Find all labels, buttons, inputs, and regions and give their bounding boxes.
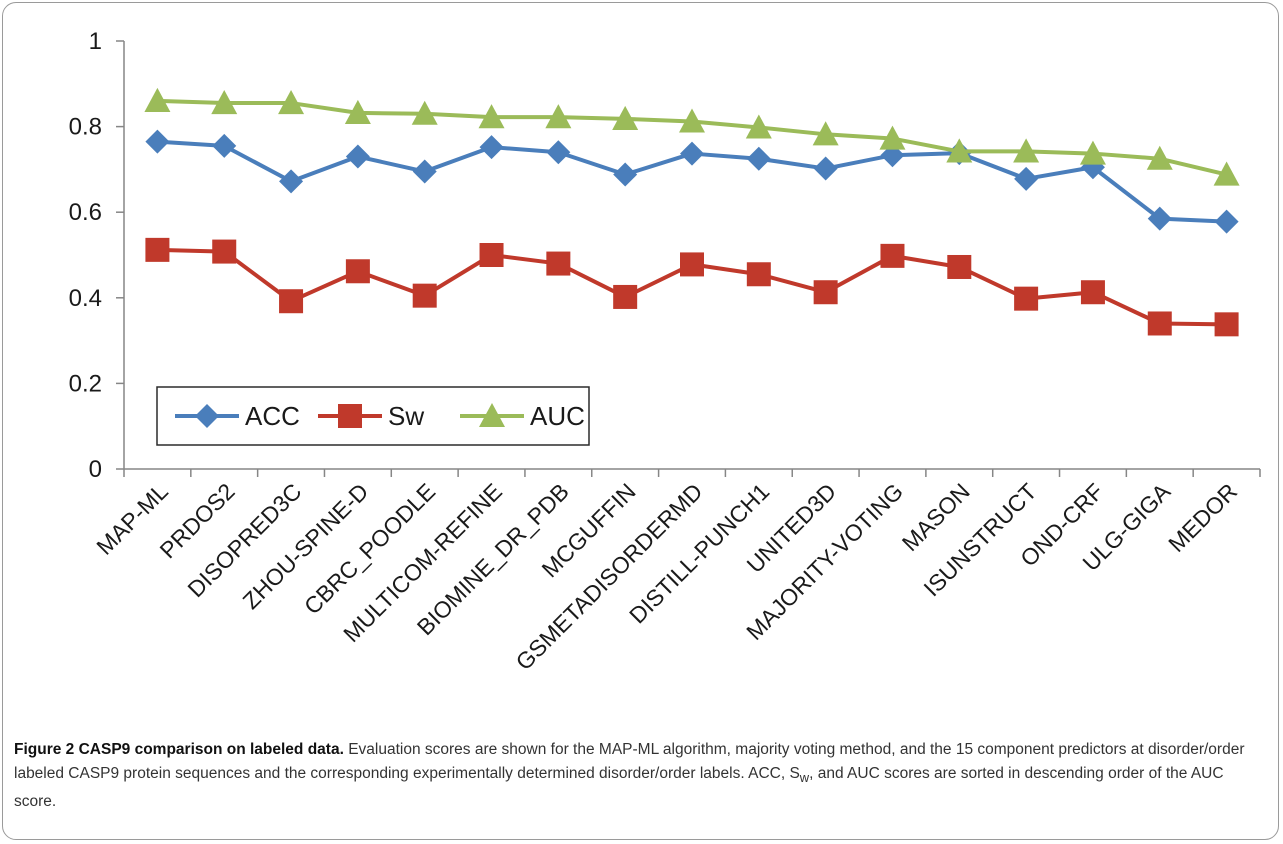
data-point-sw <box>212 239 237 264</box>
data-point-acc <box>412 159 437 184</box>
legend-label-acc: ACC <box>245 401 300 431</box>
data-point-acc <box>345 144 370 169</box>
data-point-auc <box>278 90 305 115</box>
data-point-sw <box>746 262 771 287</box>
legend-marker-sw <box>338 404 362 428</box>
data-point-sw <box>1014 286 1039 311</box>
y-tick-label: 1 <box>89 28 102 55</box>
data-point-acc <box>1014 166 1039 191</box>
data-point-acc <box>279 169 304 194</box>
data-point-acc <box>145 129 170 154</box>
data-point-acc <box>1147 206 1172 231</box>
data-point-sw <box>1080 280 1105 305</box>
data-point-acc <box>813 156 838 181</box>
series-acc <box>145 129 1239 234</box>
data-point-acc <box>613 162 638 187</box>
caption-title: Figure 2 CASP9 comparison on labeled dat… <box>14 741 344 758</box>
chart-legend: ACC Sw AUC <box>156 386 590 446</box>
y-tick-label: 0 <box>89 456 102 483</box>
y-tick-label: 0.6 <box>69 199 102 226</box>
data-point-auc <box>612 105 639 130</box>
data-point-sw <box>1147 311 1172 336</box>
data-point-acc <box>479 135 504 160</box>
data-point-auc <box>211 90 238 115</box>
data-point-auc <box>1013 138 1040 163</box>
legend-marker-auc <box>479 403 505 428</box>
data-point-sw <box>145 237 170 262</box>
caption-text: Evaluation scores are shown for the MAP-… <box>14 741 1245 782</box>
data-point-auc <box>344 99 371 124</box>
y-tick-label: 0.4 <box>69 285 102 312</box>
x-tick-label: DISOPRED3C <box>182 478 306 602</box>
data-point-auc <box>879 125 906 150</box>
data-point-acc <box>212 133 237 158</box>
data-point-sw <box>947 254 972 279</box>
data-point-sw <box>613 284 638 309</box>
chart-axes <box>116 40 1261 477</box>
data-point-sw <box>479 243 504 267</box>
series-sw <box>145 237 1239 337</box>
data-point-auc <box>1146 145 1173 170</box>
data-point-acc <box>546 140 571 165</box>
data-point-auc <box>144 87 171 112</box>
data-point-sw <box>412 283 437 308</box>
line-chart: 0 0.2 0.4 0.6 0.8 1 MAP-MLPRDOS2DISOPRED3CZHO… <box>69 28 1261 675</box>
caption-subscript: w <box>799 770 810 786</box>
data-point-auc <box>1213 161 1240 186</box>
data-point-auc <box>946 138 973 163</box>
y-tick-labels: 0 0.2 0.4 0.6 0.8 1 <box>69 28 102 483</box>
data-point-auc <box>745 114 772 139</box>
legend-label-sw: Sw <box>388 401 424 431</box>
data-point-sw <box>813 280 838 305</box>
data-point-sw <box>279 289 304 314</box>
data-point-acc <box>1214 209 1239 234</box>
legend-label-auc: AUC <box>530 401 585 431</box>
x-tick-labels: MAP-MLPRDOS2DISOPRED3CZHOU-SPINE-DCBRC_P… <box>91 478 1242 675</box>
data-point-sw <box>880 243 905 268</box>
data-point-auc <box>478 104 505 129</box>
data-point-acc <box>680 141 704 166</box>
chart-series <box>144 87 1240 337</box>
data-point-acc <box>746 146 771 171</box>
y-tick-label: 0.8 <box>69 114 102 141</box>
data-point-auc <box>545 104 572 129</box>
caption-text-end: , and AUC scores are sorted in descendin… <box>14 765 1224 811</box>
data-point-sw <box>546 251 571 276</box>
data-point-auc <box>679 108 705 133</box>
data-point-sw <box>1214 312 1239 337</box>
data-point-sw <box>680 252 704 277</box>
series-auc <box>144 87 1240 186</box>
data-point-sw <box>345 259 370 284</box>
figure-caption: Figure 2 CASP9 comparison on labeled dat… <box>14 738 1269 814</box>
data-point-auc <box>812 121 839 146</box>
data-point-auc <box>411 100 438 125</box>
data-point-auc <box>1079 140 1106 165</box>
y-tick-label: 0.2 <box>69 370 102 397</box>
x-tick-label: MEDOR <box>1163 478 1242 557</box>
legend-marker-acc <box>195 404 219 428</box>
